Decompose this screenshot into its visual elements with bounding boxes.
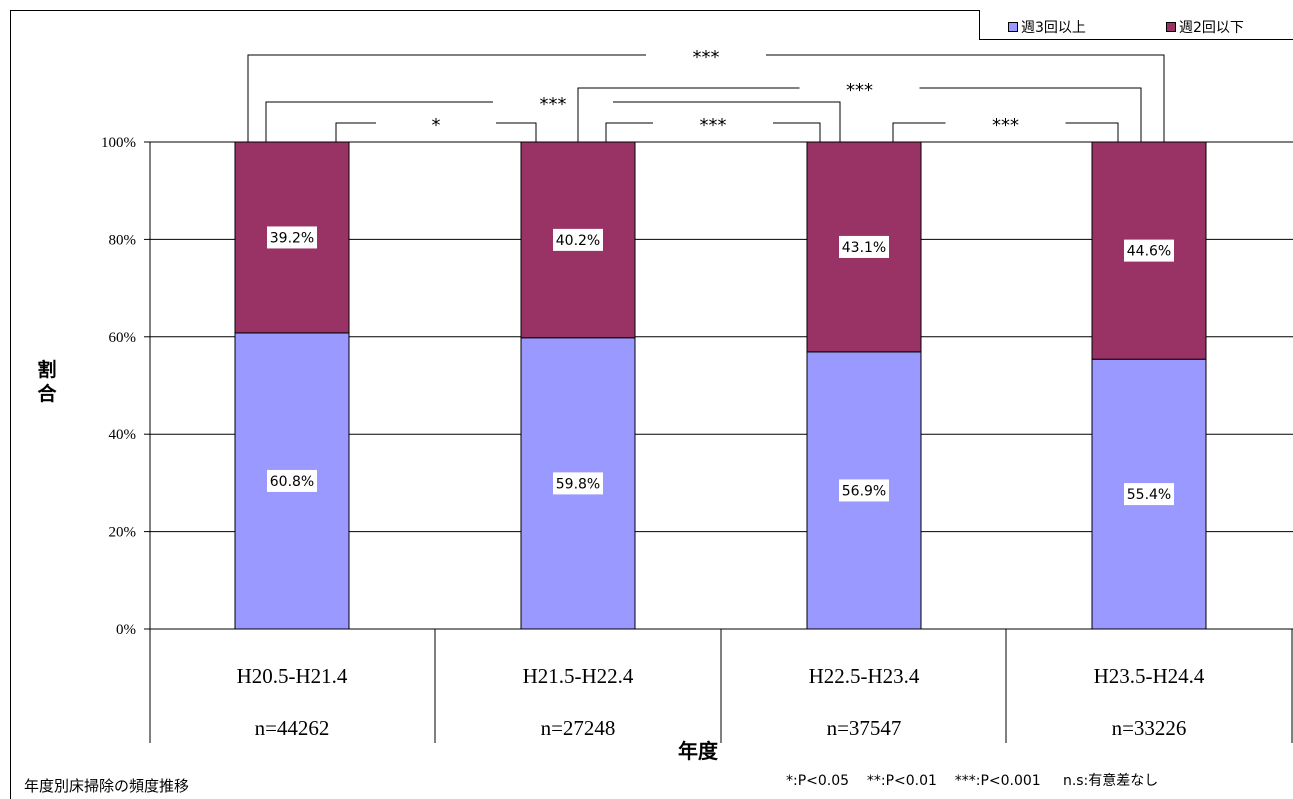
x-tick-label: H20.5-H21.4 (237, 664, 348, 688)
legend-swatch-series-2 (1166, 22, 1176, 32)
sample-size-label: n=27248 (541, 716, 616, 740)
sample-size-label: n=37547 (827, 716, 902, 740)
significance-bracket (265, 101, 493, 142)
significance-bracket (247, 54, 646, 142)
x-tick-label: H21.5-H22.4 (523, 664, 634, 688)
data-label-series-1-bg (267, 469, 317, 492)
significance-bracket (892, 122, 946, 142)
y-tick-label: 100% (101, 135, 136, 151)
significance-bracket (613, 101, 841, 142)
sample-size-label: n=44262 (255, 716, 330, 740)
significance-mark: *** (992, 115, 1019, 136)
sample-size-label: n=33226 (1112, 716, 1187, 740)
data-label-series-2-bg (1124, 239, 1174, 262)
x-axis-title: 年度 (678, 739, 718, 763)
legend: 週3回以上 週2回以下 (979, 10, 1293, 40)
data-label-series-2: 44.6% (1127, 244, 1171, 260)
significance-bracket (919, 87, 1142, 142)
data-label-series-2: 40.2% (556, 233, 600, 249)
data-label-series-1: 60.8% (270, 474, 314, 490)
significance-bracket (335, 122, 376, 142)
y-tick-label: 80% (109, 232, 137, 248)
y-tick-label: 0% (116, 622, 136, 638)
significance-bracket (766, 54, 1165, 142)
legend-label-series-1: 週3回以上 (1021, 20, 1086, 36)
data-label-series-1-bg (553, 472, 603, 495)
significance-mark: * (432, 115, 441, 136)
significance-mark: *** (700, 115, 727, 136)
data-label-series-1: 55.4% (1127, 487, 1171, 503)
chart-caption: 年度別床掃除の頻度推移 (24, 777, 190, 795)
significance-legend: *:P<0.05 **:P<0.01 ***:P<0.001 n.s:有意差なし (786, 773, 1159, 789)
significance-bracket (496, 122, 537, 142)
data-label-series-2-bg (267, 226, 317, 249)
data-label-series-2: 39.2% (270, 230, 314, 246)
data-label-series-1: 56.9% (842, 483, 886, 499)
significance-bracket (773, 122, 821, 142)
y-tick-label: 20% (109, 525, 137, 541)
data-label-series-1: 59.8% (556, 476, 600, 492)
legend-label-series-2: 週2回以下 (1179, 20, 1244, 36)
y-tick-label: 60% (109, 330, 137, 346)
data-label-series-2-bg (553, 228, 603, 251)
significance-mark: *** (846, 80, 873, 101)
legend-swatch-series-1 (1008, 22, 1018, 32)
significance-bracket (1065, 122, 1119, 142)
x-tick-label: H23.5-H24.4 (1094, 664, 1205, 688)
significance-mark: *** (540, 94, 567, 115)
significance-mark: *** (693, 47, 720, 68)
data-label-series-1-bg (1124, 483, 1174, 506)
data-label-series-1-bg (839, 479, 889, 502)
x-tick-label: H22.5-H23.4 (809, 664, 920, 688)
significance-bracket (605, 122, 653, 142)
legend-item-series-1: 週3回以上 (1008, 17, 1086, 37)
legend-item-series-2: 週2回以下 (1166, 17, 1244, 37)
significance-bracket (577, 87, 800, 142)
y-axis-title: 割合 (37, 359, 57, 405)
data-label-series-2-bg (839, 235, 889, 258)
y-tick-label: 40% (109, 427, 137, 443)
data-label-series-2: 43.1% (842, 240, 886, 256)
